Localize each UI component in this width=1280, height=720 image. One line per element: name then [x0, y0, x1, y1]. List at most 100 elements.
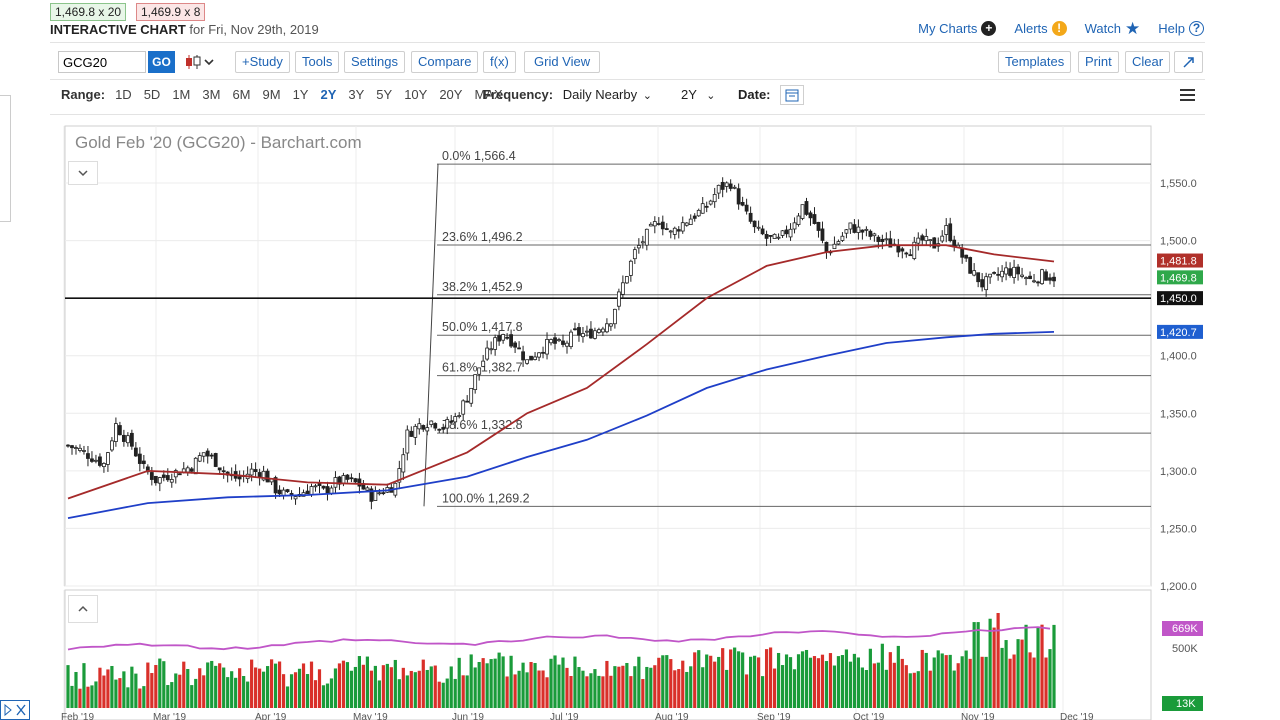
divider: [50, 114, 1205, 115]
range-option[interactable]: 5D: [143, 87, 161, 102]
chevron-down-icon: ⌄: [642, 90, 652, 102]
alert-icon: !: [1051, 21, 1067, 36]
volume-bar: [617, 666, 621, 708]
candle-body: [381, 492, 386, 495]
candle-body: [481, 360, 486, 367]
volume-bar: [214, 665, 218, 708]
candle-body: [345, 474, 350, 480]
volume-bar: [242, 676, 246, 708]
period-select[interactable]: 2Y ⌄: [681, 86, 716, 105]
candle-body: [608, 323, 613, 327]
volume-bar: [960, 656, 964, 708]
volume-bar: [321, 685, 326, 708]
volume-bar: [756, 657, 761, 708]
range-option[interactable]: MAX: [474, 87, 503, 102]
volume-bar: [900, 658, 904, 708]
candle-body: [197, 455, 202, 462]
range-option[interactable]: 1M: [172, 87, 191, 102]
candle-body: [744, 204, 749, 212]
frequency-select[interactable]: Daily Nearby: [562, 87, 638, 102]
candle-body: [569, 331, 573, 348]
templates-button[interactable]: Templates: [998, 51, 1072, 73]
range-option[interactable]: 5Y: [376, 87, 393, 102]
print-button[interactable]: Print: [1078, 51, 1119, 73]
range-option[interactable]: 10Y: [404, 87, 428, 102]
compare-button[interactable]: Compare: [411, 51, 479, 73]
symbol-input[interactable]: [58, 51, 146, 73]
volume-bar: [1012, 654, 1016, 708]
collapse-toggle[interactable]: [68, 161, 98, 185]
chart-date: for Fri, Nov 29th, 2019: [189, 22, 319, 37]
y-tick-label: 1,250.0: [1160, 523, 1197, 535]
volume-bar: [210, 660, 214, 708]
candle-body: [884, 238, 889, 241]
x-tick-label: Oct '19: [853, 712, 885, 720]
range-option[interactable]: 20Y: [439, 87, 463, 102]
frequency-label: Frequency:: [483, 87, 554, 102]
candle-body: [529, 355, 533, 361]
help-link[interactable]: Help ?: [1158, 21, 1204, 36]
candle-body: [628, 260, 633, 276]
plus-icon: +: [981, 21, 997, 36]
candle-body: [561, 340, 565, 345]
volume-bar: [1020, 639, 1024, 708]
go-button[interactable]: GO: [148, 51, 175, 73]
volume-bar: [860, 667, 864, 708]
candle-body: [844, 229, 849, 234]
tools-button[interactable]: Tools: [295, 51, 340, 73]
candle-body: [441, 427, 446, 430]
range-option[interactable]: 9M: [262, 87, 281, 102]
candle-body: [597, 329, 601, 333]
range-option[interactable]: 3Y: [348, 87, 365, 102]
volume-bar: [417, 670, 421, 708]
volume-bar: [645, 666, 649, 708]
candle-body: [920, 235, 925, 241]
candle-body: [453, 416, 458, 423]
candle-body: [117, 425, 122, 436]
candle-body: [872, 233, 877, 237]
candle-body: [824, 241, 829, 253]
menu-button[interactable]: [1180, 88, 1196, 102]
x-tick-label: Aug '19: [655, 712, 689, 720]
date-picker-button[interactable]: [780, 85, 804, 105]
range-label: Range:: [61, 87, 106, 102]
range-option[interactable]: 1Y: [292, 87, 309, 102]
volume-bar: [206, 662, 210, 708]
candle-body: [541, 351, 545, 354]
function-button[interactable]: f(x): [483, 51, 516, 73]
range-option-selected[interactable]: 2Y: [320, 87, 337, 102]
alerts-link[interactable]: Alerts !: [1014, 21, 1067, 36]
range-option[interactable]: 1D: [115, 87, 132, 102]
candle-body: [417, 423, 422, 430]
settings-button[interactable]: Settings: [344, 51, 405, 73]
candle-body: [704, 205, 709, 208]
candle-body: [185, 467, 190, 473]
volume-toggle[interactable]: [68, 595, 98, 623]
expand-button[interactable]: [1174, 51, 1203, 73]
range-option[interactable]: 6M: [232, 87, 251, 102]
candle-body: [189, 468, 194, 472]
candle-body: [624, 276, 629, 284]
volume-bar: [453, 678, 457, 708]
range-option[interactable]: 3M: [202, 87, 221, 102]
grid-view-button[interactable]: Grid View: [524, 51, 601, 73]
volume-bar: [912, 672, 916, 708]
x-tick-label: Jul '19: [550, 712, 579, 720]
candle-body: [800, 204, 805, 219]
volume-bar: [477, 662, 481, 708]
candle-body: [285, 489, 290, 493]
study-button[interactable]: +Study: [235, 51, 290, 73]
volume-bar: [533, 663, 537, 708]
candle-body: [1016, 266, 1020, 275]
volume-bar: [605, 660, 609, 708]
my-charts-link[interactable]: My Charts +: [918, 21, 997, 36]
clear-button[interactable]: Clear: [1125, 51, 1171, 73]
candle-body: [616, 291, 621, 307]
chart-type-button[interactable]: [184, 54, 216, 70]
watch-link[interactable]: Watch ★: [1085, 20, 1141, 37]
volume-bar: [289, 674, 294, 708]
volume-bar: [66, 665, 70, 708]
price-marker: [1157, 291, 1203, 306]
volume-bar: [824, 661, 829, 708]
candle-body: [397, 468, 402, 483]
